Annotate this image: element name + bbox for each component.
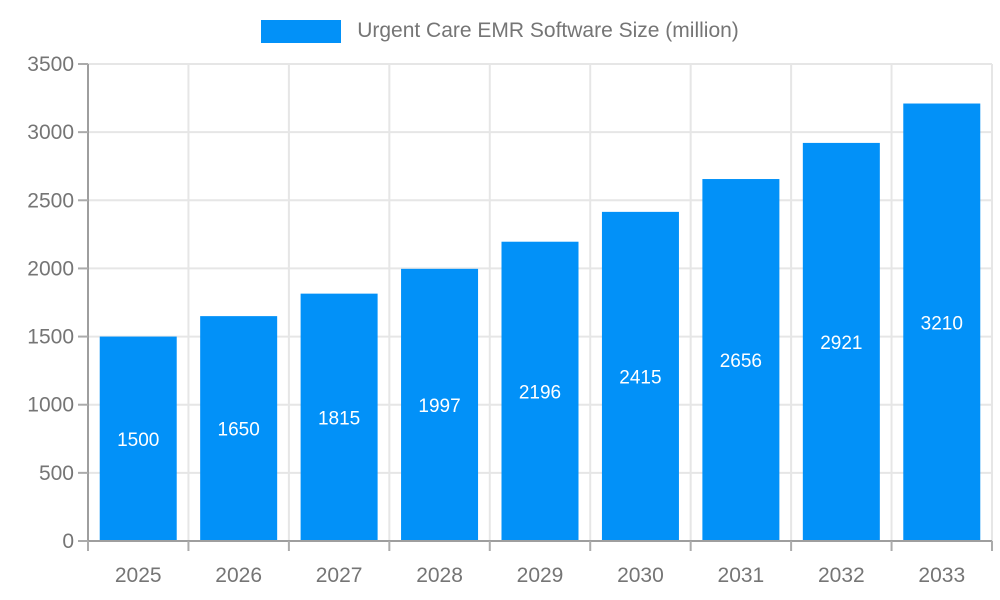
x-tick-label: 2030 — [617, 564, 664, 587]
y-tick-label: 500 — [39, 462, 74, 485]
bar-value-label: 1815 — [318, 408, 360, 429]
bar-2025[interactable] — [99, 336, 177, 541]
x-tick-label: 2029 — [517, 564, 564, 587]
bar-2033[interactable] — [903, 103, 981, 541]
bar-2030[interactable] — [601, 211, 679, 541]
y-tick-label: 2000 — [27, 257, 74, 280]
y-tick-label: 1500 — [27, 326, 74, 349]
bar-value-label: 1997 — [418, 396, 460, 417]
x-tick-label: 2032 — [818, 564, 865, 587]
legend[interactable]: Urgent Care EMR Software Size (million) — [0, 19, 1000, 43]
x-tick-label: 2027 — [316, 564, 363, 587]
y-tick-label: 3500 — [27, 53, 74, 76]
legend-label: Urgent Care EMR Software Size (million) — [357, 19, 739, 42]
y-tick-label: 2500 — [27, 189, 74, 212]
y-tick-label: 1000 — [27, 394, 74, 417]
y-tick-label: 3000 — [27, 121, 74, 144]
bar-value-label: 1500 — [117, 430, 159, 451]
bar-2031[interactable] — [702, 179, 780, 541]
bar-value-label: 2415 — [619, 367, 661, 388]
bar-2026[interactable] — [200, 316, 278, 541]
bar-value-label: 3210 — [921, 313, 963, 334]
bar-2028[interactable] — [401, 268, 479, 541]
bar-2029[interactable] — [501, 241, 579, 542]
bar-2027[interactable] — [300, 293, 378, 541]
legend-marker-icon[interactable] — [261, 19, 342, 43]
bar-value-label: 2921 — [820, 333, 862, 354]
x-tick-label: 2025 — [115, 564, 162, 587]
y-tick-label: 0 — [62, 530, 74, 553]
x-tick-label: 2028 — [416, 564, 463, 587]
x-tick-label: 2026 — [215, 564, 262, 587]
bar-value-label: 2656 — [720, 351, 762, 372]
x-tick-label: 2031 — [718, 564, 765, 587]
x-tick-label: 2033 — [918, 564, 965, 587]
bar-value-label: 1650 — [218, 420, 260, 441]
bar-2032[interactable] — [802, 142, 880, 541]
bar-value-label: 2196 — [519, 382, 561, 403]
